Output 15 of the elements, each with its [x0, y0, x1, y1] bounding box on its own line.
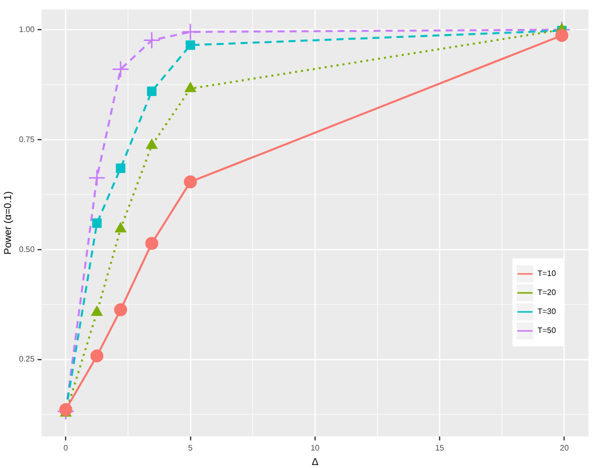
text: 0.50 — [18, 244, 35, 254]
y-axis-title: Power (α=0.1) — [2, 191, 14, 255]
x-tick-label: 15 — [435, 443, 445, 452]
x-tick-label: 0 — [64, 443, 69, 452]
x-tick-label: 5 — [188, 443, 194, 452]
y-tick-label: 0.25 — [18, 354, 36, 364]
x-tick-label: 10 — [310, 443, 320, 452]
legend-label: T=20 — [538, 288, 557, 298]
text: 1.00 — [18, 24, 35, 34]
legend-label: T=30 — [538, 307, 557, 316]
x-tick-label: 20 — [560, 443, 570, 452]
y-tick-label: 0.75 — [18, 134, 36, 144]
legend-label: T=10 — [538, 269, 557, 278]
legend-label: T=50 — [538, 326, 557, 336]
x-axis-title: Δ — [312, 456, 319, 468]
